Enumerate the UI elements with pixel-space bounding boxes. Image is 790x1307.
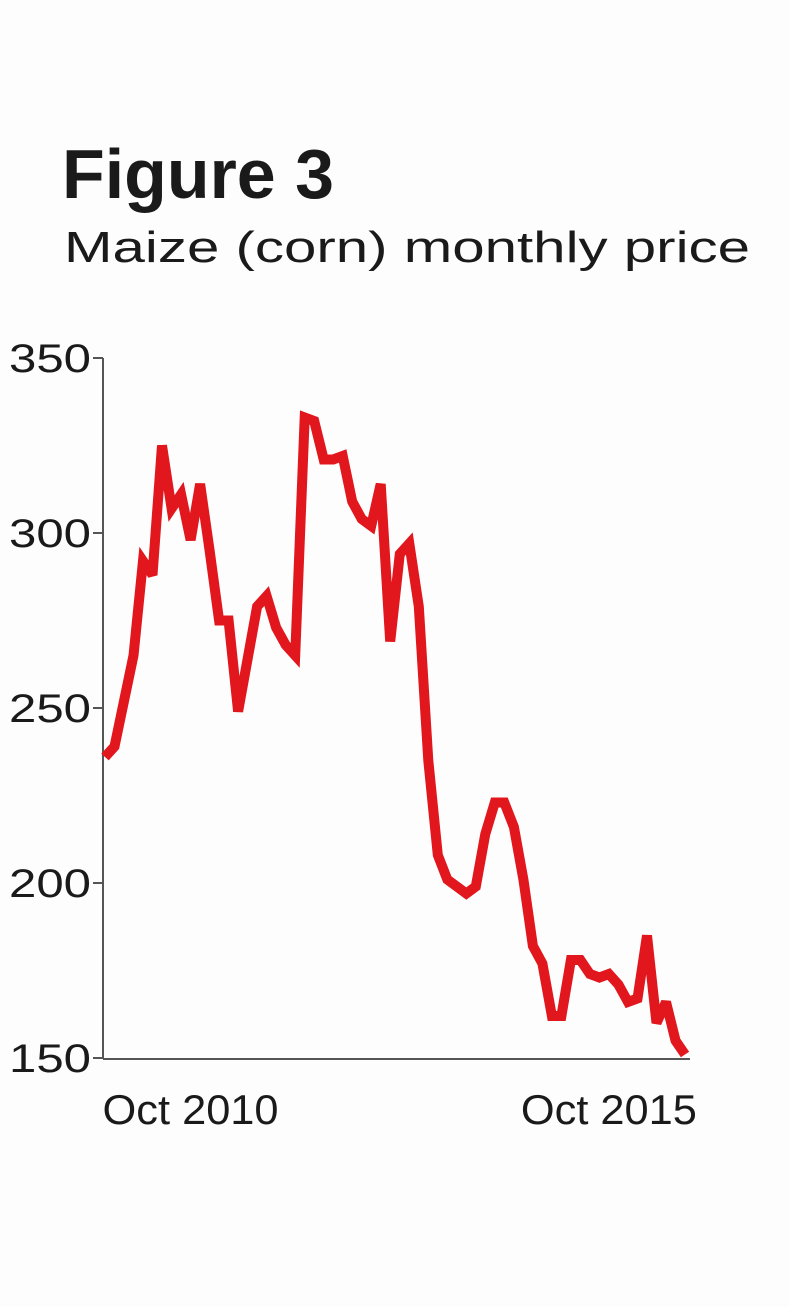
y-tick-label: 150: [9, 1037, 91, 1081]
chart-subtitle: Maize (corn) monthly price: [64, 223, 750, 272]
price-line: [101, 410, 690, 1058]
chart-title: Figure 3: [62, 135, 334, 213]
x-tick-label: Oct 2015: [521, 1086, 697, 1133]
y-tick-label: 200: [9, 862, 91, 906]
y-tick-label: 300: [9, 512, 91, 556]
y-tick-label: 350: [9, 337, 91, 381]
x-tick-label: Oct 2010: [103, 1086, 279, 1133]
y-tick-label: 250: [9, 687, 91, 731]
